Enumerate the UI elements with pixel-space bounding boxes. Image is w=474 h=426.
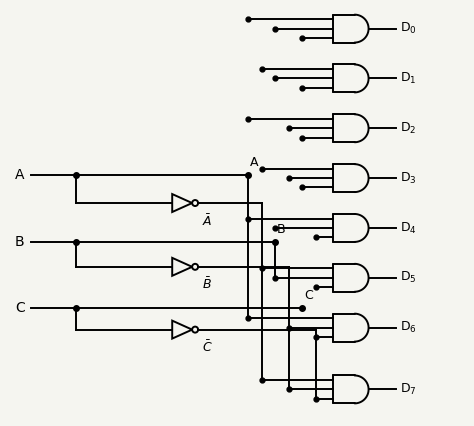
Text: D$_3$: D$_3$ [401,170,417,186]
Text: C: C [15,301,25,315]
Text: $\bar{C}$: $\bar{C}$ [202,340,213,355]
Text: D$_0$: D$_0$ [401,21,417,36]
Text: C: C [304,289,312,302]
Text: A: A [250,156,258,169]
Text: B: B [277,223,285,236]
Text: D$_5$: D$_5$ [401,270,417,285]
Text: D$_7$: D$_7$ [401,382,417,397]
Text: D$_2$: D$_2$ [401,121,417,136]
Text: D$_6$: D$_6$ [401,320,417,335]
Text: D$_1$: D$_1$ [401,71,417,86]
Text: D$_4$: D$_4$ [401,220,417,236]
Text: B: B [15,235,25,249]
Text: A: A [15,168,25,182]
Text: $\bar{A}$: $\bar{A}$ [202,213,212,228]
Text: $\bar{B}$: $\bar{B}$ [202,277,212,292]
